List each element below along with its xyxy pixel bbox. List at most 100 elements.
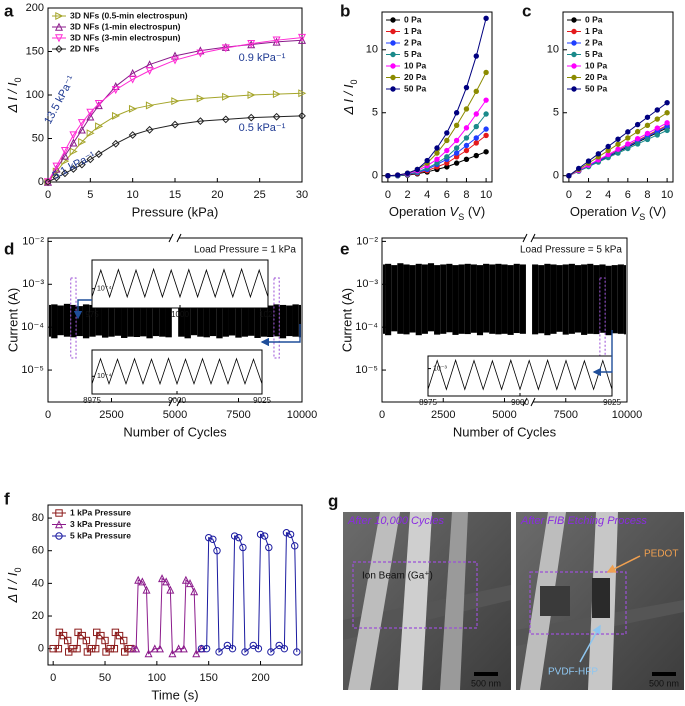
marker [453,160,460,166]
inset-x-tick-label: 8975 [419,398,437,407]
marker [106,644,114,653]
marker [111,139,120,148]
inset-line [91,357,263,386]
marker [59,631,68,640]
marker [634,128,641,135]
marker [473,53,479,59]
x-tick-label: 15 [169,189,181,201]
series-line [47,115,303,183]
x-tick-label: 50 [99,672,111,684]
marker [298,89,307,98]
marker [77,125,86,134]
marker [111,86,120,95]
cycle-band [489,264,496,334]
panel-letter: c [522,1,531,20]
marker [644,114,651,120]
marker [256,530,265,539]
marker [483,149,489,155]
marker [473,111,479,117]
marker [138,577,147,586]
panel-letter: d [4,239,14,258]
x-tick-label: 0 [45,409,51,421]
annotation: 0.9 kPa⁻¹ [239,52,286,64]
marker [55,11,64,21]
cycle-band [593,265,600,335]
inset-y-tick-label: 10⁻⁴ [97,286,112,293]
marker [585,158,592,164]
x-tick-label: 7500 [226,409,250,421]
marker [247,113,256,122]
cycle-band [599,264,606,333]
legend-label: 0 Pa [585,14,603,24]
cycle-band [197,304,204,337]
marker [664,127,670,134]
axis-label-part: 0 [349,80,359,85]
marker [453,122,460,129]
cycle-band [605,265,612,336]
marker [171,97,180,106]
y-tick-label: 10⁻⁴ [21,321,44,333]
marker [186,579,195,588]
inset-x-tick-label: 9025 [253,396,271,405]
marker [247,90,256,100]
x-tick-label: 5 [87,189,93,201]
y-tick-label: 0 [38,176,44,188]
legend-label: 2 Pa [585,37,603,47]
cycle-band [483,263,490,333]
marker [571,51,577,58]
x-tick-label: 2 [404,189,410,201]
axis-label: Δ I / I0 [5,568,23,604]
cycle-band [421,264,428,334]
cycle-band [121,305,128,338]
marker [54,22,64,31]
y-tick-label: 20 [32,610,44,622]
marker [158,574,167,583]
inset-x-tick-label: 8975 [83,396,101,405]
marker [615,141,621,147]
marker [571,28,577,35]
cycle-band [397,263,404,334]
marker [86,155,95,164]
inset-x-tick-label: 9000 [168,396,186,405]
marker [63,636,72,645]
axis-label: Δ I / I0 [5,78,23,114]
marker [77,119,86,128]
marker [473,123,479,130]
marker [566,173,572,179]
marker [634,141,641,147]
cycle-band [458,264,465,334]
marker [128,104,137,113]
y-tick-label: 10⁻² [22,235,44,247]
series-line [47,37,303,183]
legend-label: 20 Pa [585,72,607,82]
y-tick-label: 10⁻⁴ [355,321,378,333]
marker [69,644,77,653]
cycle-band [562,264,569,335]
marker [54,34,64,43]
y-tick-label: 150 [26,45,44,57]
marker [145,101,154,110]
cycle-band [556,265,563,332]
inset-arrow [73,299,92,320]
marker [444,154,450,160]
x-tick-label: 2 [585,189,591,201]
marker [61,169,69,178]
marker [150,644,159,653]
inset-y-tick-label: 10⁻⁴ [97,373,112,380]
marker [60,146,69,155]
marker [202,644,211,653]
y-tick-label: 5 [553,107,559,119]
marker [275,641,283,650]
legend-label: 20 Pa [404,72,426,82]
marker [390,86,396,92]
panel-letter: g [328,491,338,510]
marker [390,63,396,69]
cycle-band [133,303,141,337]
cycle-band [89,304,96,337]
legend-label: 10 Pa [585,60,607,70]
marker [453,145,460,151]
marker [55,532,63,540]
cycle-band [538,265,545,334]
marker [463,142,470,149]
marker [101,636,109,645]
